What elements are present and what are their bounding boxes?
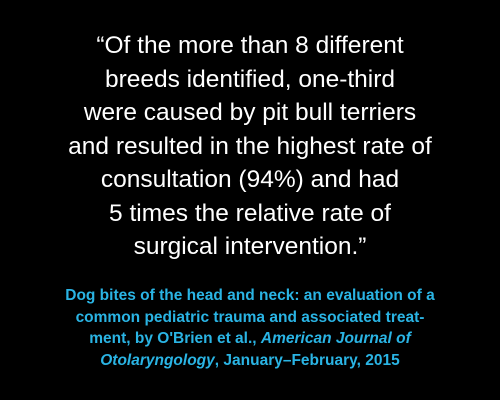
citation-text: , January–February, 2015 [214, 351, 400, 369]
citation-text: ment, by O'Brien et al., [89, 330, 261, 347]
quote-line: breeds identified, one-third [104, 65, 396, 93]
citation-line: Dog bites of the head and neck: an evalu… [0, 285, 500, 307]
quote: “Of the more than 8 different breeds iden… [0, 29, 500, 264]
quote-line: and resulted in the highest rate of [68, 132, 432, 160]
citation: Dog bites of the head and neck: an evalu… [0, 285, 500, 371]
citation-line: Otolaryngology, January–February, 2015 [0, 350, 500, 372]
citation-journal: American Journal of [260, 330, 411, 347]
quote-line: surgical intervention.” [133, 233, 367, 260]
citation-line: ment, by O'Brien et al., American Journa… [0, 328, 500, 350]
quote-line: “Of the more than 8 different [96, 32, 404, 59]
citation-journal: Otolaryngology [100, 351, 215, 369]
citation-line: common pediatric trauma and associated t… [0, 307, 500, 329]
quote-line: 5 times the relative rate of [109, 199, 391, 227]
citation-text: Dog bites of the head and neck: an evalu… [65, 287, 435, 304]
citation-text: common pediatric trauma and associated t… [75, 308, 425, 326]
quote-line: were caused by pit bull terriers [83, 99, 417, 126]
quote-line: consultation (94%) and had [100, 166, 400, 193]
